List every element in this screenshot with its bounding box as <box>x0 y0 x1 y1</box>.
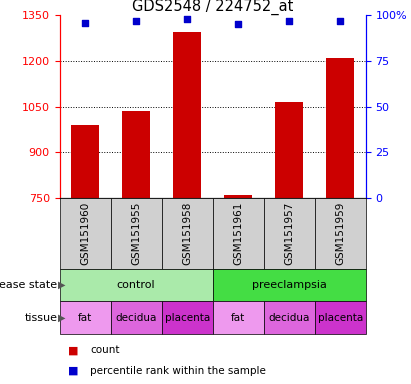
Text: ■: ■ <box>68 345 79 355</box>
Text: ▶: ▶ <box>58 280 66 290</box>
Text: GSM151961: GSM151961 <box>233 202 243 265</box>
Text: control: control <box>117 280 155 290</box>
Bar <box>326 58 354 198</box>
Point <box>82 20 88 26</box>
Text: placenta: placenta <box>318 313 363 323</box>
Point <box>133 18 139 24</box>
Text: percentile rank within the sample: percentile rank within the sample <box>90 366 266 376</box>
Bar <box>71 125 99 198</box>
Point <box>337 18 344 24</box>
Text: placenta: placenta <box>164 313 210 323</box>
Text: count: count <box>90 345 120 355</box>
Text: ■: ■ <box>68 366 79 376</box>
Text: tissue: tissue <box>25 313 58 323</box>
Text: GSM151958: GSM151958 <box>182 202 192 265</box>
Text: decidua: decidua <box>268 313 310 323</box>
Text: disease state: disease state <box>0 280 58 290</box>
Bar <box>122 111 150 198</box>
Text: GSM151959: GSM151959 <box>335 202 345 265</box>
Text: GSM151960: GSM151960 <box>80 202 90 265</box>
Title: GDS2548 / 224752_at: GDS2548 / 224752_at <box>132 0 293 15</box>
Text: fat: fat <box>78 313 92 323</box>
Point <box>184 16 190 22</box>
Text: preeclampsia: preeclampsia <box>252 280 327 290</box>
Point <box>235 22 242 28</box>
Text: fat: fat <box>231 313 245 323</box>
Point <box>286 18 293 24</box>
Text: GSM151957: GSM151957 <box>284 202 294 265</box>
Text: decidua: decidua <box>115 313 157 323</box>
Bar <box>275 102 303 198</box>
Bar <box>173 32 201 198</box>
Text: GSM151955: GSM151955 <box>131 202 141 265</box>
Text: ▶: ▶ <box>58 313 66 323</box>
Bar <box>224 195 252 198</box>
